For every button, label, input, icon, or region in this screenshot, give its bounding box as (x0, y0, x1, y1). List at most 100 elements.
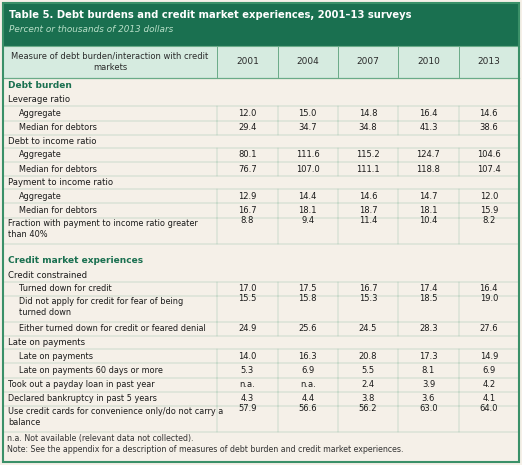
Text: 64.0: 64.0 (480, 404, 498, 413)
Bar (3, 46, 519, 78)
Text: 3.8: 3.8 (361, 394, 375, 403)
Text: Median for debtors: Median for debtors (19, 165, 97, 173)
Text: Aggregate: Aggregate (19, 151, 62, 159)
Text: Median for debtors: Median for debtors (19, 206, 97, 215)
Text: 14.9: 14.9 (480, 352, 498, 361)
Text: 3.9: 3.9 (422, 380, 435, 389)
Bar (3, 162, 519, 176)
Text: Median for debtors: Median for debtors (19, 123, 97, 132)
Bar (3, 378, 519, 392)
Text: 14.4: 14.4 (299, 192, 317, 201)
Text: Payment to income ratio: Payment to income ratio (8, 178, 113, 187)
Text: 2010: 2010 (417, 58, 440, 66)
Text: 17.0: 17.0 (238, 284, 257, 293)
Text: 17.3: 17.3 (419, 352, 438, 361)
Bar (3, 253, 519, 269)
Text: 124.7: 124.7 (417, 151, 441, 159)
Text: 118.8: 118.8 (417, 165, 441, 173)
Text: Either turned down for credit or feared denial: Either turned down for credit or feared … (19, 325, 206, 333)
Text: 80.1: 80.1 (238, 151, 257, 159)
Text: 17.4: 17.4 (419, 284, 437, 293)
Text: 18.7: 18.7 (359, 206, 377, 215)
Text: 14.7: 14.7 (419, 192, 437, 201)
Text: 11.4: 11.4 (359, 216, 377, 225)
Text: 2.4: 2.4 (362, 380, 375, 389)
Text: 19.0: 19.0 (480, 294, 498, 303)
Text: 111.1: 111.1 (356, 165, 380, 173)
Text: 4.3: 4.3 (241, 394, 254, 403)
Text: 16.3: 16.3 (299, 352, 317, 361)
Text: Did not apply for credit for fear of being
turned down: Did not apply for credit for fear of bei… (19, 297, 183, 317)
Text: Table 5. Debt burdens and credit market experiences, 2001–13 surveys: Table 5. Debt burdens and credit market … (9, 10, 411, 20)
Text: Aggregate: Aggregate (19, 192, 62, 201)
Text: 29.4: 29.4 (238, 123, 256, 132)
Text: 107.4: 107.4 (477, 165, 501, 173)
Text: 8.1: 8.1 (422, 366, 435, 375)
Bar (3, 406, 519, 432)
Bar (3, 336, 519, 349)
Text: 107.0: 107.0 (296, 165, 319, 173)
Text: 6.9: 6.9 (301, 366, 314, 375)
Text: 2004: 2004 (296, 58, 319, 66)
Text: 14.6: 14.6 (480, 109, 498, 118)
Text: Fraction with payment to income ratio greater
than 40%: Fraction with payment to income ratio gr… (8, 219, 198, 239)
Bar (3, 269, 519, 282)
Text: 24.9: 24.9 (238, 325, 256, 333)
Text: 10.4: 10.4 (419, 216, 437, 225)
Bar (3, 363, 519, 378)
Text: Debt to income ratio: Debt to income ratio (8, 137, 97, 146)
Text: Late on payments: Late on payments (8, 338, 85, 347)
Text: 2007: 2007 (357, 58, 379, 66)
Bar (3, 189, 519, 204)
Text: Aggregate: Aggregate (19, 109, 62, 118)
Text: 17.5: 17.5 (299, 284, 317, 293)
Text: 2001: 2001 (236, 58, 259, 66)
Text: 4.4: 4.4 (301, 394, 314, 403)
Text: 41.3: 41.3 (419, 123, 437, 132)
Bar (3, 106, 519, 120)
Text: 15.0: 15.0 (299, 109, 317, 118)
Bar (3, 148, 519, 162)
Text: 16.7: 16.7 (359, 284, 377, 293)
Text: 111.6: 111.6 (296, 151, 319, 159)
Text: 3.6: 3.6 (422, 394, 435, 403)
Text: 14.0: 14.0 (238, 352, 256, 361)
Text: 18.1: 18.1 (419, 206, 437, 215)
Text: 5.3: 5.3 (241, 366, 254, 375)
Bar (3, 322, 519, 336)
Text: 6.9: 6.9 (482, 366, 495, 375)
Text: Debt burden: Debt burden (8, 81, 72, 90)
Text: Use credit cards for convenience only/do not carry a
balance: Use credit cards for convenience only/do… (8, 407, 223, 427)
Text: Note: See the appendix for a description of measures of debt burden and credit m: Note: See the appendix for a description… (7, 445, 404, 454)
Text: Took out a payday loan in past year: Took out a payday loan in past year (8, 380, 155, 389)
Text: Turned down for credit: Turned down for credit (19, 284, 112, 293)
Bar (3, 392, 519, 406)
Bar (3, 349, 519, 363)
Text: 18.1: 18.1 (299, 206, 317, 215)
Text: n.a.: n.a. (240, 380, 255, 389)
Bar (3, 3, 519, 46)
Text: n.a. Not available (relevant data not collected).: n.a. Not available (relevant data not co… (7, 434, 194, 443)
Text: Declared bankruptcy in past 5 years: Declared bankruptcy in past 5 years (8, 394, 157, 403)
Text: Credit constrained: Credit constrained (8, 271, 87, 279)
Bar (3, 120, 519, 135)
Text: 15.5: 15.5 (238, 294, 256, 303)
Bar (3, 204, 519, 218)
Text: Credit market experiences: Credit market experiences (8, 256, 143, 266)
Text: 34.7: 34.7 (299, 123, 317, 132)
Text: 12.0: 12.0 (238, 109, 256, 118)
Bar (3, 218, 519, 244)
Text: Late on payments: Late on payments (19, 352, 93, 361)
Text: 15.3: 15.3 (359, 294, 377, 303)
Text: 15.9: 15.9 (480, 206, 498, 215)
Text: 57.9: 57.9 (238, 404, 257, 413)
Text: 12.0: 12.0 (480, 192, 498, 201)
Bar (3, 176, 519, 189)
Text: 8.8: 8.8 (241, 216, 254, 225)
Text: 63.0: 63.0 (419, 404, 438, 413)
Bar (3, 78, 519, 93)
Text: 34.8: 34.8 (359, 123, 377, 132)
Text: 20.8: 20.8 (359, 352, 377, 361)
Text: 25.6: 25.6 (299, 325, 317, 333)
Text: 115.2: 115.2 (356, 151, 380, 159)
